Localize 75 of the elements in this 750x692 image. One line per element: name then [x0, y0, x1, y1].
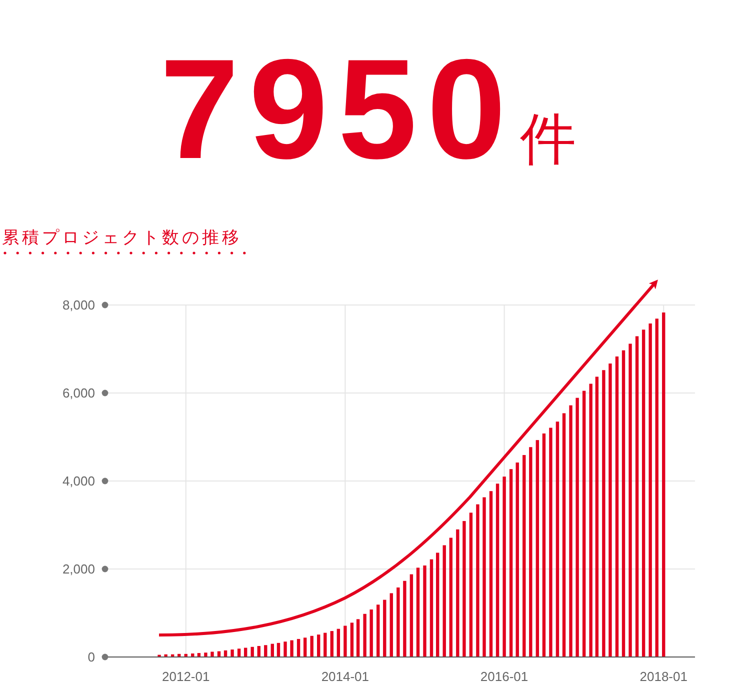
- bar: [529, 447, 532, 657]
- y-tick-label: 6,000: [62, 386, 95, 401]
- bar: [296, 638, 300, 657]
- bar: [576, 398, 579, 657]
- bar: [635, 336, 639, 657]
- bar: [237, 648, 241, 657]
- bar: [290, 640, 294, 657]
- bar: [462, 521, 466, 657]
- bar: [396, 587, 400, 657]
- bar: [316, 634, 320, 657]
- bar: [602, 370, 606, 657]
- y-tick-label: 2,000: [62, 562, 95, 577]
- x-tick-label: 2016-01: [480, 669, 528, 684]
- y-tick-label: 4,000: [62, 474, 95, 489]
- bar: [648, 323, 652, 657]
- bar: [662, 312, 666, 657]
- bar: [456, 529, 460, 657]
- bar: [403, 580, 406, 657]
- bar: [476, 504, 480, 657]
- bar: [336, 628, 340, 657]
- bar: [482, 497, 486, 657]
- bar: [562, 413, 566, 657]
- bar: [608, 364, 612, 657]
- bar: [569, 405, 572, 657]
- bar: [655, 318, 658, 657]
- bar: [276, 642, 280, 657]
- bar: [556, 422, 560, 657]
- x-tick-label: 2012-01: [162, 669, 210, 684]
- bar: [522, 455, 526, 657]
- chart-subtitle: 累積プロジェクト数の推移: [2, 228, 242, 248]
- bar: [416, 568, 420, 657]
- bar: [509, 469, 513, 657]
- x-tick-label: 2014-01: [321, 669, 370, 684]
- bar: [469, 512, 473, 657]
- bar: [310, 636, 314, 657]
- bar: [582, 390, 586, 657]
- bar: [442, 545, 446, 657]
- bar: [542, 433, 546, 657]
- bar: [376, 604, 380, 657]
- bar: [363, 614, 366, 657]
- bar: [496, 484, 500, 657]
- bar: [210, 652, 214, 657]
- bar: [370, 609, 373, 657]
- bar: [390, 593, 393, 657]
- bar: [204, 652, 208, 657]
- bar: [410, 574, 414, 657]
- bar: [250, 646, 254, 657]
- bar: [502, 476, 506, 657]
- bar: [230, 650, 234, 657]
- bar: [628, 344, 632, 657]
- bar: [489, 491, 493, 657]
- bar: [589, 384, 592, 657]
- bar: [383, 600, 386, 657]
- bar: [595, 376, 599, 657]
- bar: [549, 428, 552, 657]
- bar: [615, 356, 619, 657]
- bar: [284, 642, 287, 657]
- bar: [622, 350, 626, 657]
- bar: [344, 626, 347, 657]
- bar: [423, 565, 426, 657]
- bar: [436, 552, 440, 657]
- bar: [430, 559, 434, 657]
- bar: [350, 622, 354, 657]
- x-tick-label: 2018-01: [640, 669, 688, 684]
- bar: [536, 440, 540, 657]
- y-tick-label: 0: [88, 650, 95, 665]
- bar: [303, 638, 307, 657]
- bar: [324, 632, 327, 657]
- bar: [330, 631, 334, 657]
- bar: [642, 330, 646, 657]
- bar: [516, 462, 519, 657]
- bar: [449, 538, 452, 657]
- y-tick-label: 8,000: [62, 298, 95, 313]
- bar: [264, 645, 268, 657]
- bar: [356, 619, 360, 657]
